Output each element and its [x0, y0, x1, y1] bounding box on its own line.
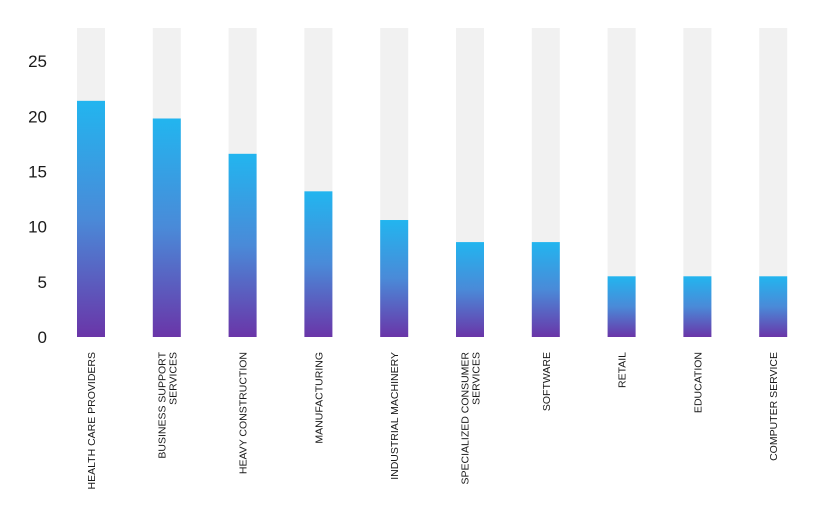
bars: [77, 100, 788, 337]
y-tick-label: 10: [28, 218, 47, 237]
y-tick-label: 0: [38, 328, 47, 347]
bar: [152, 118, 181, 337]
x-tick-label: SOFTWARE: [541, 352, 553, 411]
x-tick-label: MANUFACTURING: [313, 352, 325, 444]
x-tick-label: RETAIL: [617, 352, 629, 388]
y-tick-label: 20: [28, 107, 47, 126]
x-axis-ticks: HEALTH CARE PROVIDERS BUSINESS SUPPORTSER…: [86, 351, 780, 489]
y-tick-label: 5: [38, 273, 47, 292]
y-axis-ticks: 0 5 10 15 20 25: [28, 52, 47, 347]
bar: [759, 276, 788, 337]
x-tick-label: BUSINESS SUPPORTSERVICES: [156, 351, 179, 458]
bar: [683, 276, 712, 337]
bar: [228, 153, 257, 337]
x-tick-label: HEALTH CARE PROVIDERS: [86, 352, 98, 490]
bar: [304, 191, 333, 337]
x-tick-label: HEAVY CONSTRUCTION: [238, 352, 250, 474]
y-tick-label: 25: [28, 52, 47, 71]
bar: [380, 220, 409, 337]
x-tick-label: SPECIALIZED CONSUMERSERVICES: [460, 352, 483, 485]
bar: [531, 242, 560, 337]
bar: [607, 276, 636, 337]
y-tick-label: 15: [28, 162, 47, 181]
x-tick-label: COMPUTER SERVICE: [768, 352, 780, 461]
bar: [456, 242, 484, 337]
x-tick-label: EDUCATION: [692, 352, 704, 413]
bar: [77, 100, 105, 337]
x-tick-label: INDUSTRIAL MACHINERY: [389, 352, 401, 480]
bar-tracks: [77, 28, 788, 337]
